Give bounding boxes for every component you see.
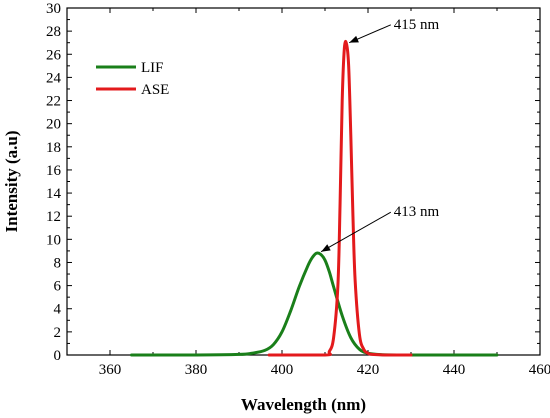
annotation-label: 413 nm <box>394 204 440 220</box>
series-group <box>130 40 499 357</box>
y-tick-label: 26 <box>46 47 62 63</box>
y-tick-label: 20 <box>46 117 61 133</box>
y-tick-label: 4 <box>54 302 62 318</box>
y-tick-label: 16 <box>46 163 62 179</box>
x-tick-label: 360 <box>99 362 122 378</box>
x-tick-label: 420 <box>357 362 380 378</box>
y-tick-label: 22 <box>46 94 61 110</box>
y-tick-label: 18 <box>46 140 61 156</box>
legend-label-ase: ASE <box>141 82 169 98</box>
x-tick-label: 460 <box>529 362 550 378</box>
y-tick-label: 30 <box>46 1 61 17</box>
y-tick-label: 6 <box>54 279 62 295</box>
series-line-ase <box>267 40 413 357</box>
legend-label-lif: LIF <box>141 60 164 76</box>
legend: LIF ASE <box>96 60 169 98</box>
annotation-arrowhead <box>321 244 331 252</box>
y-tick-label: 8 <box>54 255 62 271</box>
x-tick-label: 380 <box>185 362 208 378</box>
annotation-arrow <box>320 211 392 253</box>
annotation-arrowhead <box>349 35 359 43</box>
x-tick-label: 400 <box>271 362 294 378</box>
annotation-label: 415 nm <box>394 17 440 33</box>
y-tick-label: 28 <box>46 24 61 40</box>
y-axis-title: Intensity (a.u) <box>2 130 21 232</box>
y-tick-label: 0 <box>54 348 62 364</box>
x-axis-title: Wavelength (nm) <box>241 395 366 414</box>
series-line-lif <box>130 251 499 357</box>
y-tick-label: 14 <box>46 186 62 202</box>
plot-frame <box>66 7 541 356</box>
y-tick-label: 12 <box>46 209 61 225</box>
y-tick-label: 2 <box>54 325 62 341</box>
x-tick-label: 440 <box>443 362 466 378</box>
y-tick-label: 24 <box>46 70 62 86</box>
annotations: 415 nm 413 nm <box>320 17 440 253</box>
y-tick-label: 10 <box>46 232 61 248</box>
axis-ticks: 360 380 400 420 440 4600246810121416182022242… <box>46 1 550 378</box>
